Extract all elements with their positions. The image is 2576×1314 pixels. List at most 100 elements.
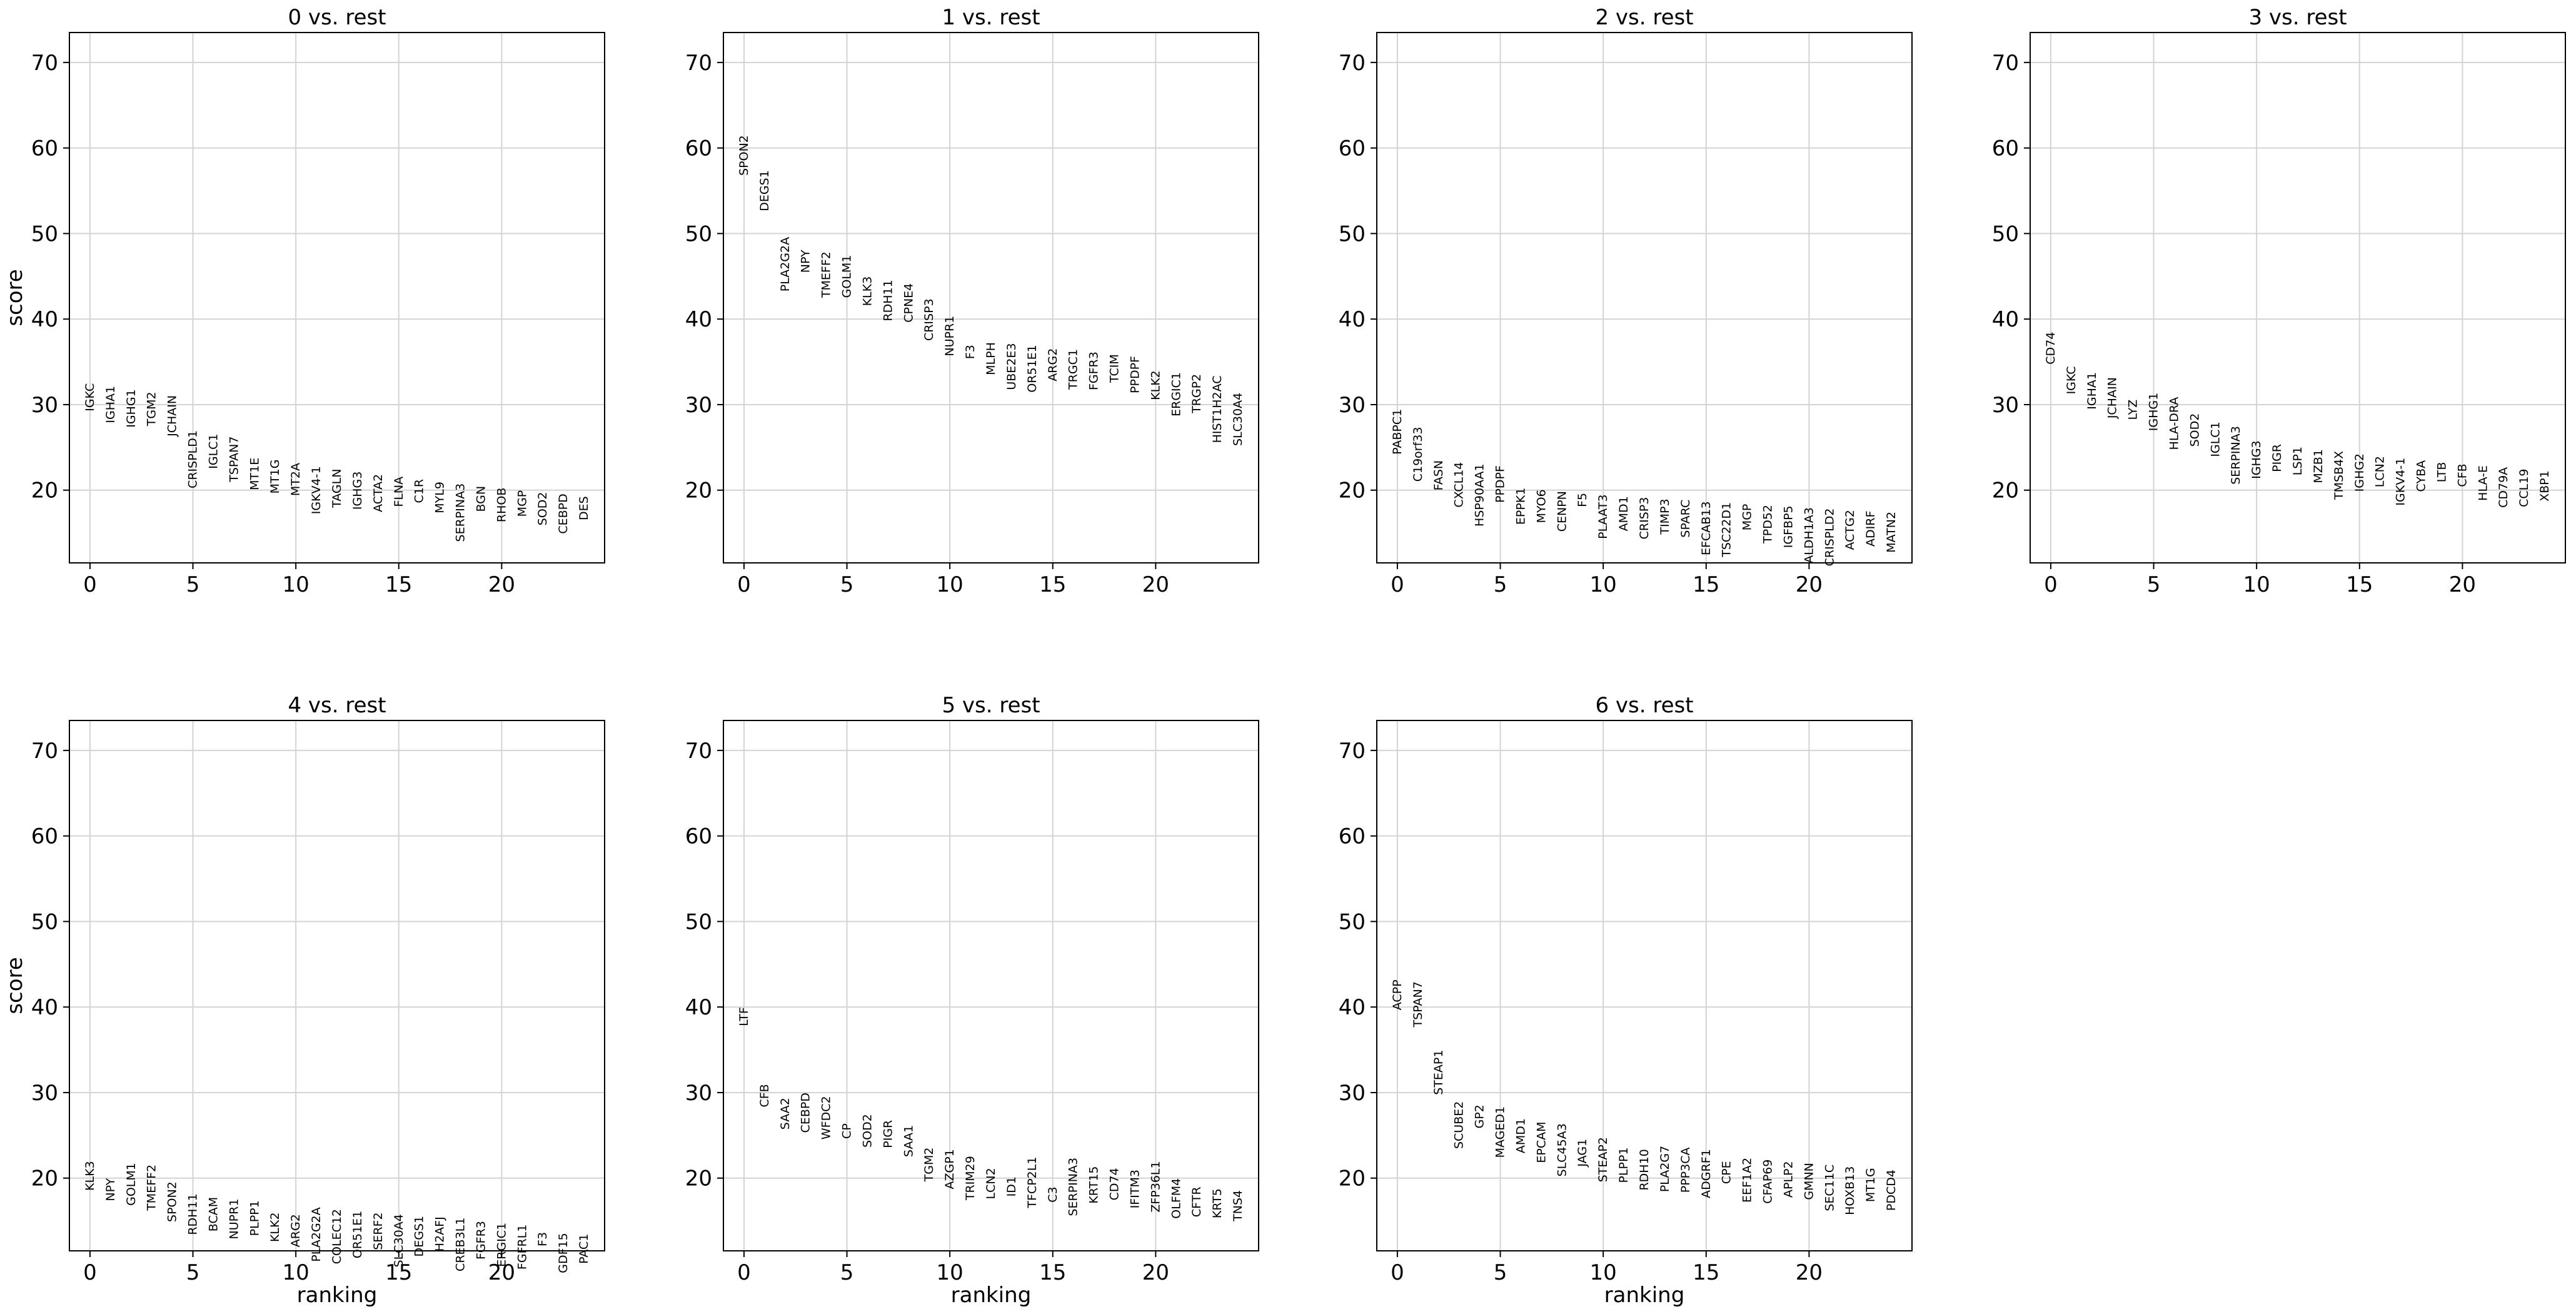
gene-label: DEGS1	[413, 1216, 426, 1257]
gene-label: COLEC12	[330, 1209, 344, 1264]
gene-label: TSPAN7	[227, 437, 241, 483]
gene-label: C3	[1046, 1186, 1060, 1202]
x-tick-label: 5	[840, 1260, 854, 1285]
gene-label: OR51E1	[351, 1211, 365, 1258]
gene-label: GDF15	[556, 1233, 570, 1273]
gene-label: NPY	[104, 1178, 118, 1201]
gene-label: F3	[963, 345, 977, 359]
gene-label: MAGED1	[1494, 1106, 1507, 1158]
gene-label: ARG2	[289, 1214, 303, 1247]
y-tick-label: 30	[31, 1081, 58, 1106]
y-tick-label: 70	[31, 51, 58, 76]
x-tick-label: 10	[1590, 572, 1617, 597]
x-tick-label: 5	[2147, 572, 2161, 597]
x-axis-label: ranking	[297, 1283, 378, 1308]
x-tick-label: 20	[1142, 572, 1169, 597]
y-tick-label: 20	[685, 478, 712, 503]
x-tick-label: 15	[1693, 572, 1719, 597]
y-tick-label: 70	[685, 739, 712, 764]
gene-label: TRGC1	[1067, 349, 1080, 390]
y-tick-label: 60	[1339, 136, 1366, 161]
gene-label: HOXB13	[1843, 1166, 1857, 1215]
gene-label: IGKC	[2065, 366, 2078, 394]
gene-label: STEAP1	[1432, 1050, 1446, 1095]
plot-frame	[2030, 32, 2566, 564]
gene-label: DES	[577, 496, 591, 520]
gene-label: PLAAT3	[1596, 495, 1610, 539]
gene-label: IGKV4-1	[309, 466, 323, 514]
gene-label: FGFR3	[474, 1221, 488, 1260]
gene-label: UBE2E3	[1005, 343, 1019, 390]
panel-6: 0 5 10 15 20 20 30 40 50 60 70 6 vs. rest ranking ACP…	[1339, 693, 1913, 1308]
y-tick-label: 30	[685, 393, 712, 418]
x-tick-label: 0	[737, 572, 751, 597]
gene-label: IGLC1	[2208, 422, 2222, 457]
gene-label: CREB3L1	[454, 1218, 468, 1271]
gene-label: IGKC	[83, 383, 97, 412]
x-tick-label: 10	[283, 572, 309, 597]
x-tick-label: 10	[283, 1260, 309, 1285]
gene-label: TGM2	[922, 1148, 936, 1183]
panel-1: 0 5 10 15 20 20 30 40 50 60 70 1 vs. rest SPON2 DEGS1…	[685, 5, 1259, 597]
y-tick-label: 70	[685, 51, 712, 76]
y-tick-label: 40	[685, 307, 712, 332]
y-axis-label: score	[3, 269, 28, 326]
x-tick-label: 5	[1494, 1260, 1507, 1285]
x-tick-label: 5	[186, 1260, 200, 1285]
gene-label: LCN2	[2373, 456, 2387, 487]
x-tick-label: 0	[2044, 572, 2058, 597]
x-axis-label: ranking	[1604, 1283, 1685, 1308]
y-tick-label: 50	[685, 909, 712, 934]
gene-label: PLA2G2A	[309, 1207, 323, 1261]
plot-frame	[1376, 720, 1913, 1251]
y-tick-label: 30	[31, 393, 58, 418]
gene-label: ID1	[1005, 1176, 1019, 1196]
gene-label: CP	[840, 1123, 854, 1139]
x-tick-label: 15	[2346, 572, 2373, 597]
gene-label: IGHG3	[2250, 440, 2263, 478]
y-tick-label: 20	[1992, 478, 2019, 503]
gene-label: TGM2	[145, 392, 159, 427]
gene-label: SERPINA3	[1067, 1158, 1080, 1216]
x-tick-label: 5	[186, 572, 200, 597]
gene-label: AMD1	[1514, 1118, 1527, 1153]
panel-3: 0 5 10 15 20 20 30 40 50 60 70 3 vs. rest CD74 IGKC IG…	[1992, 5, 2566, 597]
gene-label: PLA2G7	[1658, 1146, 1672, 1192]
gene-label: TNS4	[1231, 1190, 1245, 1222]
y-tick-label: 40	[31, 307, 58, 332]
x-tick-label: 15	[385, 1260, 412, 1285]
plot-frame	[69, 720, 605, 1251]
y-tick-label: 70	[1992, 51, 2019, 76]
gene-label: LYZ	[2126, 400, 2140, 420]
gene-label: LTB	[2435, 462, 2448, 483]
gene-label: IGHA1	[2085, 372, 2099, 410]
gene-label: KLK3	[83, 1161, 97, 1191]
gene-label: FLNA	[392, 477, 406, 507]
gene-label: ADIRF	[1864, 511, 1878, 547]
gene-label: IGFBP5	[1781, 505, 1795, 548]
gene-label: F3	[536, 1232, 550, 1246]
gene-label: TIMP3	[1658, 498, 1672, 535]
gene-label: GOLM1	[124, 1163, 138, 1206]
gene-label: EEF1A2	[1741, 1158, 1754, 1203]
gene-label: SLC45A3	[1555, 1123, 1569, 1176]
y-tick-label: 60	[1992, 136, 2019, 161]
y-axis-label: score	[3, 957, 28, 1014]
gene-label: RDH11	[186, 1193, 200, 1235]
panel-5: 0 5 10 15 20 20 30 40 50 60 70 5 vs. rest ranking LTF…	[685, 693, 1259, 1308]
y-tick-label: 50	[31, 221, 58, 246]
panel-title: 0 vs. rest	[288, 5, 386, 30]
y-tick-label: 20	[1339, 1166, 1366, 1191]
gene-label: SOD2	[536, 492, 550, 525]
gene-label: GMNN	[1802, 1163, 1816, 1200]
gene-label: C19orf33	[1411, 427, 1425, 482]
gene-label: F5	[1576, 493, 1589, 507]
gene-label: CEBPD	[556, 493, 570, 533]
gene-label: STEAP2	[1596, 1137, 1610, 1182]
y-tick-label: 40	[1339, 995, 1366, 1020]
y-tick-label: 50	[685, 221, 712, 246]
gene-label: GP2	[1473, 1104, 1487, 1128]
gene-label: TMSB4X	[2332, 451, 2346, 500]
gene-label: IFITM3	[1128, 1170, 1142, 1208]
gene-label: SLC30A4	[392, 1214, 406, 1267]
